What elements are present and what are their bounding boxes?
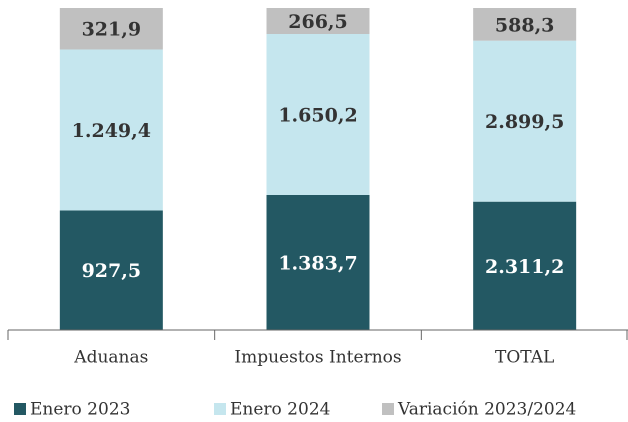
bar-segment [473,8,577,41]
value-label: 2.311,2 [485,256,564,278]
value-label: 927,5 [82,260,142,282]
legend-label: Variación 2023/2024 [397,400,576,420]
legend-label: Enero 2023 [30,400,130,420]
legend-swatch [382,403,394,415]
value-label: 1.249,4 [72,120,151,142]
bar-segment [59,49,163,211]
bar-segment [473,201,577,330]
value-label: 321,9 [82,19,142,41]
value-label: 588,3 [495,14,555,36]
legend-swatch [214,403,226,415]
bar-segment [59,210,163,330]
legend-label: Enero 2024 [230,400,330,420]
bar-segment [266,34,370,196]
value-label: 1.383,7 [278,253,357,275]
value-label: 2.899,5 [485,111,564,133]
bar-segment [266,8,370,35]
bar-segment [473,40,577,202]
legend-swatch [14,403,26,415]
x-tick-label: Aduanas [73,348,148,368]
bar-segment [266,195,370,330]
x-tick-label: Impuestos Internos [234,348,401,368]
bar-segment [59,8,163,50]
value-label: 1.650,2 [278,105,357,127]
x-tick-label: TOTAL [495,348,554,368]
value-label: 266,5 [288,11,348,33]
